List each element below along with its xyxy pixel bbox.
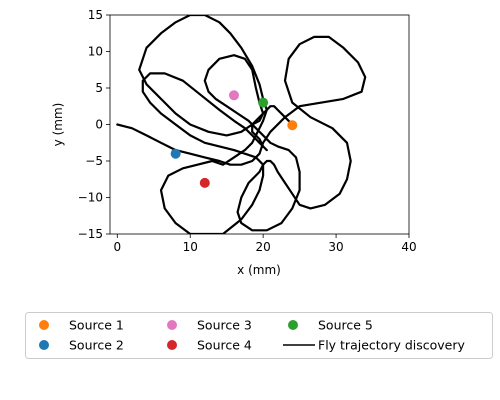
x-tick-label: 0 (113, 240, 121, 254)
legend-dot-swatch (288, 320, 298, 330)
legend-dot-swatch (167, 320, 177, 330)
y-axis-ticks: −15 −10 −5 0 5 10 15 (78, 8, 110, 241)
source-marker (258, 97, 269, 108)
legend-label: Source 5 (318, 318, 373, 333)
legend-label: Fly trajectory discovery (318, 338, 465, 353)
y-tick-label: 5 (95, 81, 103, 95)
y-tick-label: −5 (85, 154, 103, 168)
legend-label: Source 2 (69, 338, 124, 353)
x-tick-label: 30 (328, 240, 343, 254)
x-tick-label: 40 (401, 240, 416, 254)
y-tick-label: 0 (95, 118, 103, 132)
legend-entries: Source 1 Source 2 Source 3 Source 4 Source 5… (39, 318, 465, 353)
y-tick-label: 10 (88, 45, 103, 59)
sources-layer (170, 90, 298, 188)
y-tick-label: −15 (78, 227, 103, 241)
source-marker (228, 90, 239, 101)
y-tick-label: −10 (78, 191, 103, 205)
source-marker (170, 148, 181, 159)
y-tick-label: 15 (88, 8, 103, 22)
x-tick-label: 20 (256, 240, 271, 254)
legend-label: Source 4 (197, 338, 252, 353)
x-tick-label: 10 (183, 240, 198, 254)
x-axis-label: x (mm) (237, 263, 281, 277)
legend-dot-swatch (39, 320, 49, 330)
legend: Source 1 Source 2 Source 3 Source 4 Source 5… (25, 312, 493, 359)
source-marker (199, 177, 210, 188)
legend-label: Source 1 (69, 318, 124, 333)
trajectory-layer (116, 15, 367, 234)
legend-label: Source 3 (197, 318, 252, 333)
x-axis-ticks: 0 10 20 30 40 (113, 234, 417, 254)
y-axis-label: y (mm) (51, 103, 65, 147)
legend-frame (25, 312, 493, 359)
legend-dot-swatch (39, 340, 49, 350)
source-marker (287, 120, 298, 131)
fly-trajectory-line (116, 15, 367, 234)
legend-dot-swatch (167, 340, 177, 350)
